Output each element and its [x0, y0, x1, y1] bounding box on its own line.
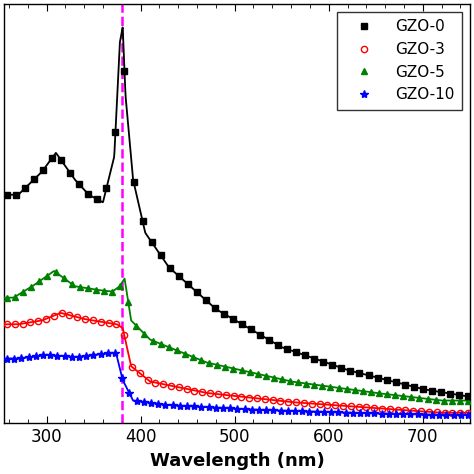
GZO-3	[465, 410, 471, 416]
GZO-3	[129, 364, 135, 370]
GZO-10	[408, 411, 413, 417]
GZO-0	[293, 349, 299, 355]
GZO-10	[206, 404, 211, 410]
GZO-10	[451, 412, 456, 418]
GZO-3	[442, 410, 447, 416]
Line: GZO-5: GZO-5	[4, 269, 471, 404]
GZO-3	[160, 382, 166, 387]
GZO-10	[105, 350, 110, 356]
GZO-5	[441, 398, 447, 403]
GZO-0	[465, 393, 471, 399]
GZO-0	[230, 316, 236, 322]
GZO-5	[352, 387, 357, 393]
GZO-5	[53, 269, 58, 275]
GZO-10	[465, 412, 471, 418]
Line: GZO-3: GZO-3	[4, 310, 471, 416]
X-axis label: Wavelength (nm): Wavelength (nm)	[150, 452, 324, 470]
GZO-0	[311, 356, 317, 361]
GZO-3	[59, 310, 64, 316]
GZO-3	[145, 377, 150, 383]
GZO-0	[4, 192, 10, 198]
GZO-5	[449, 398, 455, 403]
GZO-0	[438, 389, 444, 395]
GZO-10	[119, 375, 125, 381]
GZO-5	[126, 300, 131, 305]
Line: GZO-10: GZO-10	[3, 349, 472, 419]
GZO-3	[168, 383, 174, 389]
GZO-3	[4, 321, 10, 327]
GZO-10	[249, 407, 255, 412]
GZO-5	[118, 283, 123, 289]
GZO-10	[148, 400, 154, 406]
GZO-5	[4, 295, 10, 301]
GZO-3	[90, 318, 96, 323]
GZO-5	[319, 383, 325, 389]
GZO-5	[401, 393, 406, 399]
GZO-10	[4, 356, 10, 362]
GZO-5	[465, 398, 471, 403]
Line: GZO-0: GZO-0	[3, 67, 472, 400]
GZO-10	[444, 412, 449, 418]
GZO-3	[301, 400, 307, 406]
Legend: GZO-0, GZO-3, GZO-5, GZO-10: GZO-0, GZO-3, GZO-5, GZO-10	[337, 12, 462, 110]
GZO-0	[176, 273, 182, 279]
GZO-0	[40, 167, 46, 173]
GZO-0	[122, 68, 128, 73]
